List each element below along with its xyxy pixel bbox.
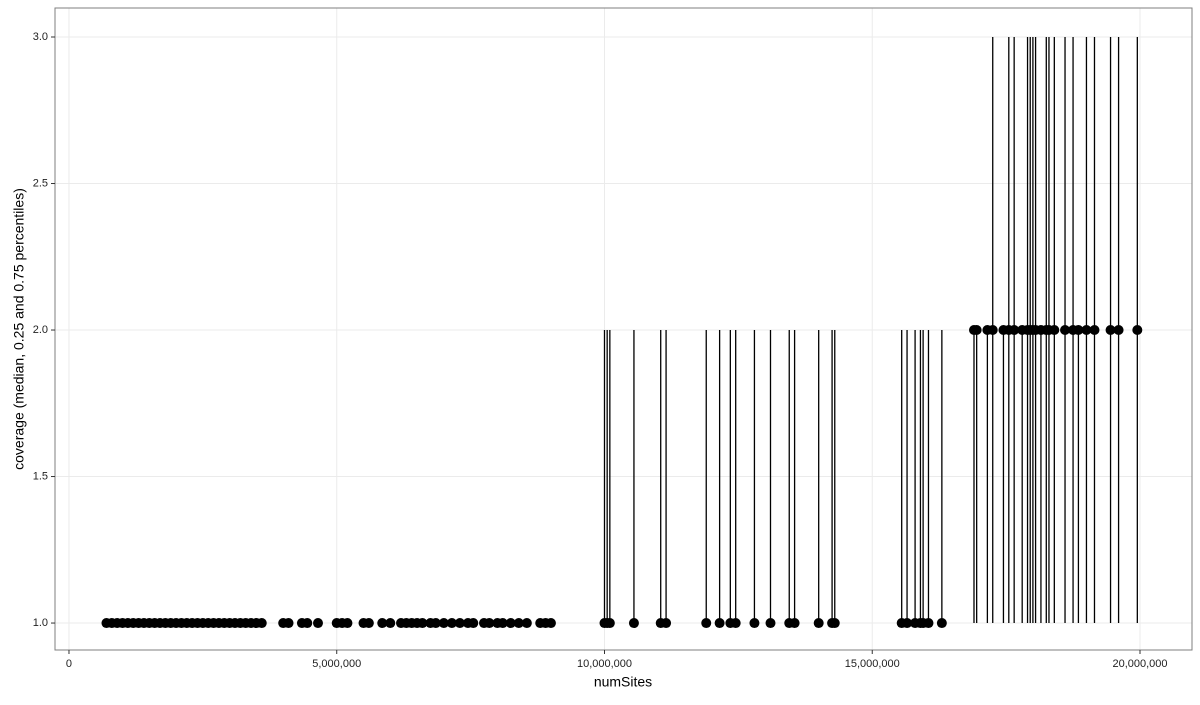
marks: [101, 37, 1143, 629]
y-tick-label: 1.0: [33, 617, 48, 629]
panel-border: [54, 7, 1193, 651]
median-point: [513, 618, 524, 629]
median-point: [1060, 325, 1071, 336]
median-point: [829, 618, 840, 629]
median-point: [312, 618, 323, 629]
median-point: [701, 618, 712, 629]
median-point: [1113, 325, 1124, 336]
median-point: [730, 618, 741, 629]
median-point: [505, 618, 516, 629]
x-tick-label: 15,000,000: [845, 658, 900, 670]
median-point: [377, 618, 388, 629]
median-point: [438, 618, 449, 629]
median-point: [628, 618, 639, 629]
median-point: [430, 618, 441, 629]
x-tick-label: 0: [66, 658, 72, 670]
median-point: [302, 618, 313, 629]
median-point: [468, 618, 479, 629]
median-point: [256, 618, 267, 629]
median-point: [813, 618, 824, 629]
median-point: [545, 618, 556, 629]
y-tick-label: 2.5: [33, 177, 48, 189]
y-tick-label: 2.0: [33, 324, 48, 336]
median-point: [1105, 325, 1116, 336]
median-point: [1049, 325, 1060, 336]
median-point: [446, 618, 457, 629]
median-point: [1081, 325, 1092, 336]
median-point: [497, 618, 508, 629]
median-point: [484, 618, 495, 629]
y-tick-label: 3.0: [33, 31, 48, 43]
median-point: [1089, 325, 1100, 336]
median-point: [385, 618, 396, 629]
median-point: [1009, 325, 1020, 336]
median-point: [604, 618, 615, 629]
median-point: [765, 618, 776, 629]
x-tick-label: 5,000,000: [312, 658, 361, 670]
median-point: [661, 618, 672, 629]
median-point: [971, 325, 982, 336]
median-point: [283, 618, 294, 629]
median-point: [521, 618, 532, 629]
y-tick-label: 1.5: [33, 470, 48, 482]
x-axis-title: numSites: [594, 674, 652, 690]
median-point: [902, 618, 913, 629]
median-point: [454, 618, 465, 629]
y-axis-title: coverage (median, 0.25 and 0.75 percenti…: [11, 188, 27, 470]
x-tick-label: 20,000,000: [1112, 658, 1167, 670]
median-point: [342, 618, 353, 629]
median-point: [1073, 325, 1084, 336]
median-point: [363, 618, 374, 629]
grid: [55, 8, 1192, 650]
median-point: [987, 325, 998, 336]
median-point: [1132, 325, 1143, 336]
median-point: [789, 618, 800, 629]
median-point: [749, 618, 760, 629]
median-point: [923, 618, 934, 629]
x-tick-label: 10,000,000: [577, 658, 632, 670]
median-point: [714, 618, 725, 629]
median-point: [417, 618, 428, 629]
median-point: [936, 618, 947, 629]
